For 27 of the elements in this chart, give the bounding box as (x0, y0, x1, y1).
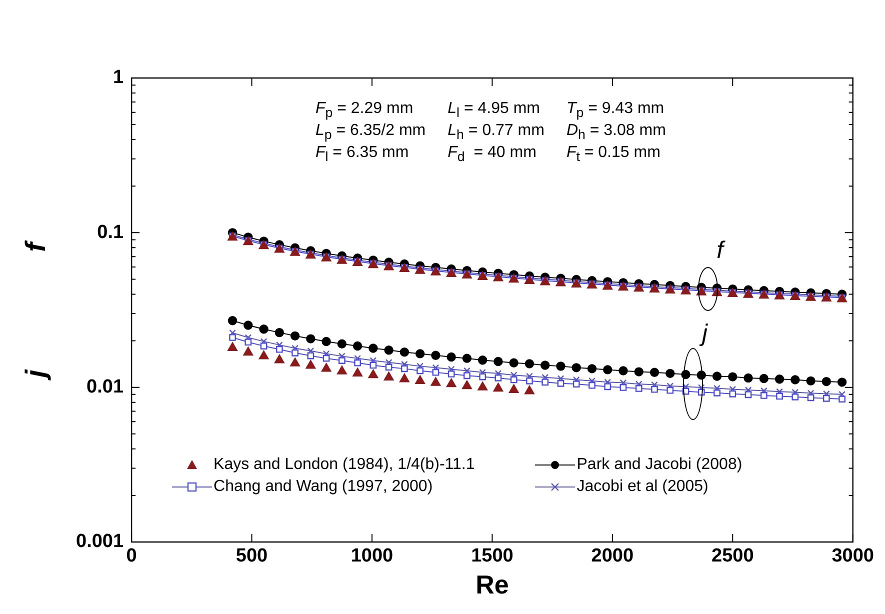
annotation: D$_{h}$ = 3.08 mm (566, 122, 666, 142)
legend-label: Jacobi et al (2005) (576, 478, 708, 496)
annotation: f (716, 237, 724, 266)
annotation: L$_{l}$ = 4.95 mm (448, 100, 541, 120)
x-tick-label: 1000 (350, 546, 394, 567)
annotation: L$_{p}$ = 6.35/2 mm (315, 122, 426, 142)
annotation: F$_{t}$ = 0.15 mm (566, 144, 662, 165)
annotation: F$_{l}$ = 6.35 mm (315, 144, 410, 165)
legend-label: Chang and Wang (1997, 2000) (214, 478, 433, 496)
x-tick-label: 500 (236, 546, 268, 567)
x-tick-label: 2000 (591, 546, 634, 567)
annotation: T$_{p}$ = 9.43 mm (566, 100, 666, 120)
y-tick-label: 0.001 (76, 531, 124, 552)
x-tick-label: 3000 (832, 546, 874, 567)
x-tick-label: 1500 (471, 546, 514, 567)
legend-label: Park and Jacobi (2008) (576, 456, 742, 474)
x-tick-label: 0 (126, 546, 137, 567)
annotation: j (702, 320, 708, 348)
x-tick-label: 2500 (712, 546, 754, 567)
annotation: L$_{h}$ = 0.77 mm (448, 122, 544, 142)
x-axis-title: Re (476, 570, 509, 600)
y-tick-label: 0.01 (86, 376, 124, 398)
y-tick-label: 1 (112, 67, 124, 88)
annotation: F$_{p}$ = 2.29 mm (315, 100, 414, 120)
legend-label: Kays and London (1984), 1/4(b)-11.1 (214, 456, 475, 474)
annotation: F$_{d}$ = 40 mm (448, 144, 538, 165)
y-tick-label: 0.1 (97, 222, 124, 243)
